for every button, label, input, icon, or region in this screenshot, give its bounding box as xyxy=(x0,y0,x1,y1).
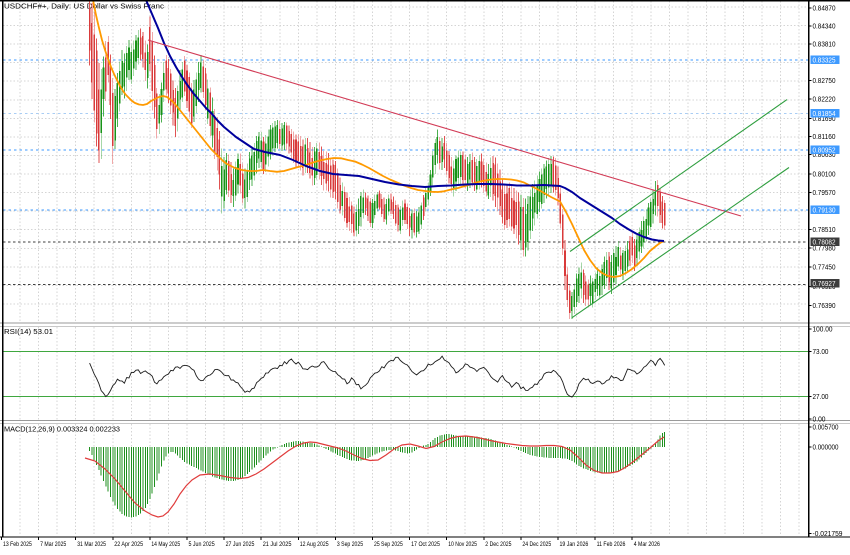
svg-text:0.80630: 0.80630 xyxy=(813,152,836,159)
svg-text:0.79130: 0.79130 xyxy=(813,207,836,214)
svg-text:0.79570: 0.79570 xyxy=(813,190,836,197)
svg-text:0.81690: 0.81690 xyxy=(813,116,836,123)
svg-text:0.78510: 0.78510 xyxy=(813,227,836,234)
svg-text:0.81854: 0.81854 xyxy=(813,111,836,118)
svg-text:7 Mar 2025: 7 Mar 2025 xyxy=(40,541,66,548)
svg-text:19 Jan 2026: 19 Jan 2026 xyxy=(560,541,589,548)
svg-text:0.00: 0.00 xyxy=(813,416,826,423)
svg-text:0.82220: 0.82220 xyxy=(813,96,836,103)
svg-text:21 Jul 2025: 21 Jul 2025 xyxy=(263,541,292,548)
svg-text:2 Dec 2025: 2 Dec 2025 xyxy=(485,541,511,548)
svg-text:17 Oct 2025: 17 Oct 2025 xyxy=(411,541,440,548)
svg-text:USDCHF#+, Daily: US Dollar vs: USDCHF#+, Daily: US Dollar vs Swiss Fran… xyxy=(4,2,164,11)
svg-text:0.77450: 0.77450 xyxy=(813,264,836,271)
svg-text:24 Dec 2025: 24 Dec 2025 xyxy=(522,541,551,548)
svg-text:0.80100: 0.80100 xyxy=(813,171,836,178)
svg-text:MACD(12,26,9) 0.003324 0.00223: MACD(12,26,9) 0.003324 0.002233 xyxy=(4,425,120,434)
svg-text:5 Jun 2025: 5 Jun 2025 xyxy=(189,541,215,548)
svg-text:RSI(14) 53.01: RSI(14) 53.01 xyxy=(4,327,53,336)
svg-text:25 Sep 2025: 25 Sep 2025 xyxy=(374,541,403,548)
svg-text:0.84870: 0.84870 xyxy=(813,5,836,12)
svg-text:0.000000: 0.000000 xyxy=(813,444,839,451)
svg-text:4 Mar 2026: 4 Mar 2026 xyxy=(634,541,660,548)
svg-text:12 Aug 2025: 12 Aug 2025 xyxy=(300,541,329,548)
svg-text:0.78082: 0.78082 xyxy=(813,239,836,246)
svg-text:0.83810: 0.83810 xyxy=(813,41,836,48)
svg-text:0.77980: 0.77980 xyxy=(813,245,836,252)
svg-text:10 Nov 2025: 10 Nov 2025 xyxy=(448,541,477,548)
svg-text:0.82750: 0.82750 xyxy=(813,78,836,85)
svg-text:0.83325: 0.83325 xyxy=(813,57,836,64)
svg-text:-0.021759: -0.021759 xyxy=(813,531,843,538)
svg-text:0.76390: 0.76390 xyxy=(813,303,836,310)
svg-text:27 Jun 2025: 27 Jun 2025 xyxy=(226,541,255,548)
svg-text:11 Feb 2026: 11 Feb 2026 xyxy=(597,541,626,548)
svg-text:13 Feb 2025: 13 Feb 2025 xyxy=(3,541,32,548)
svg-text:0.84340: 0.84340 xyxy=(813,23,836,30)
svg-text:27.00: 27.00 xyxy=(813,394,829,401)
svg-text:0.005700: 0.005700 xyxy=(813,424,839,431)
svg-text:3 Sep 2025: 3 Sep 2025 xyxy=(337,541,363,548)
svg-text:100.00: 100.00 xyxy=(813,326,833,333)
svg-text:0.81160: 0.81160 xyxy=(813,134,836,141)
svg-text:0.80952: 0.80952 xyxy=(813,147,836,154)
svg-text:14 May 2025: 14 May 2025 xyxy=(151,541,180,548)
svg-text:22 Apr 2025: 22 Apr 2025 xyxy=(114,541,143,548)
svg-text:0.76927: 0.76927 xyxy=(813,281,836,288)
svg-text:31 Mar 2025: 31 Mar 2025 xyxy=(77,541,106,548)
svg-text:73.00: 73.00 xyxy=(813,349,829,356)
